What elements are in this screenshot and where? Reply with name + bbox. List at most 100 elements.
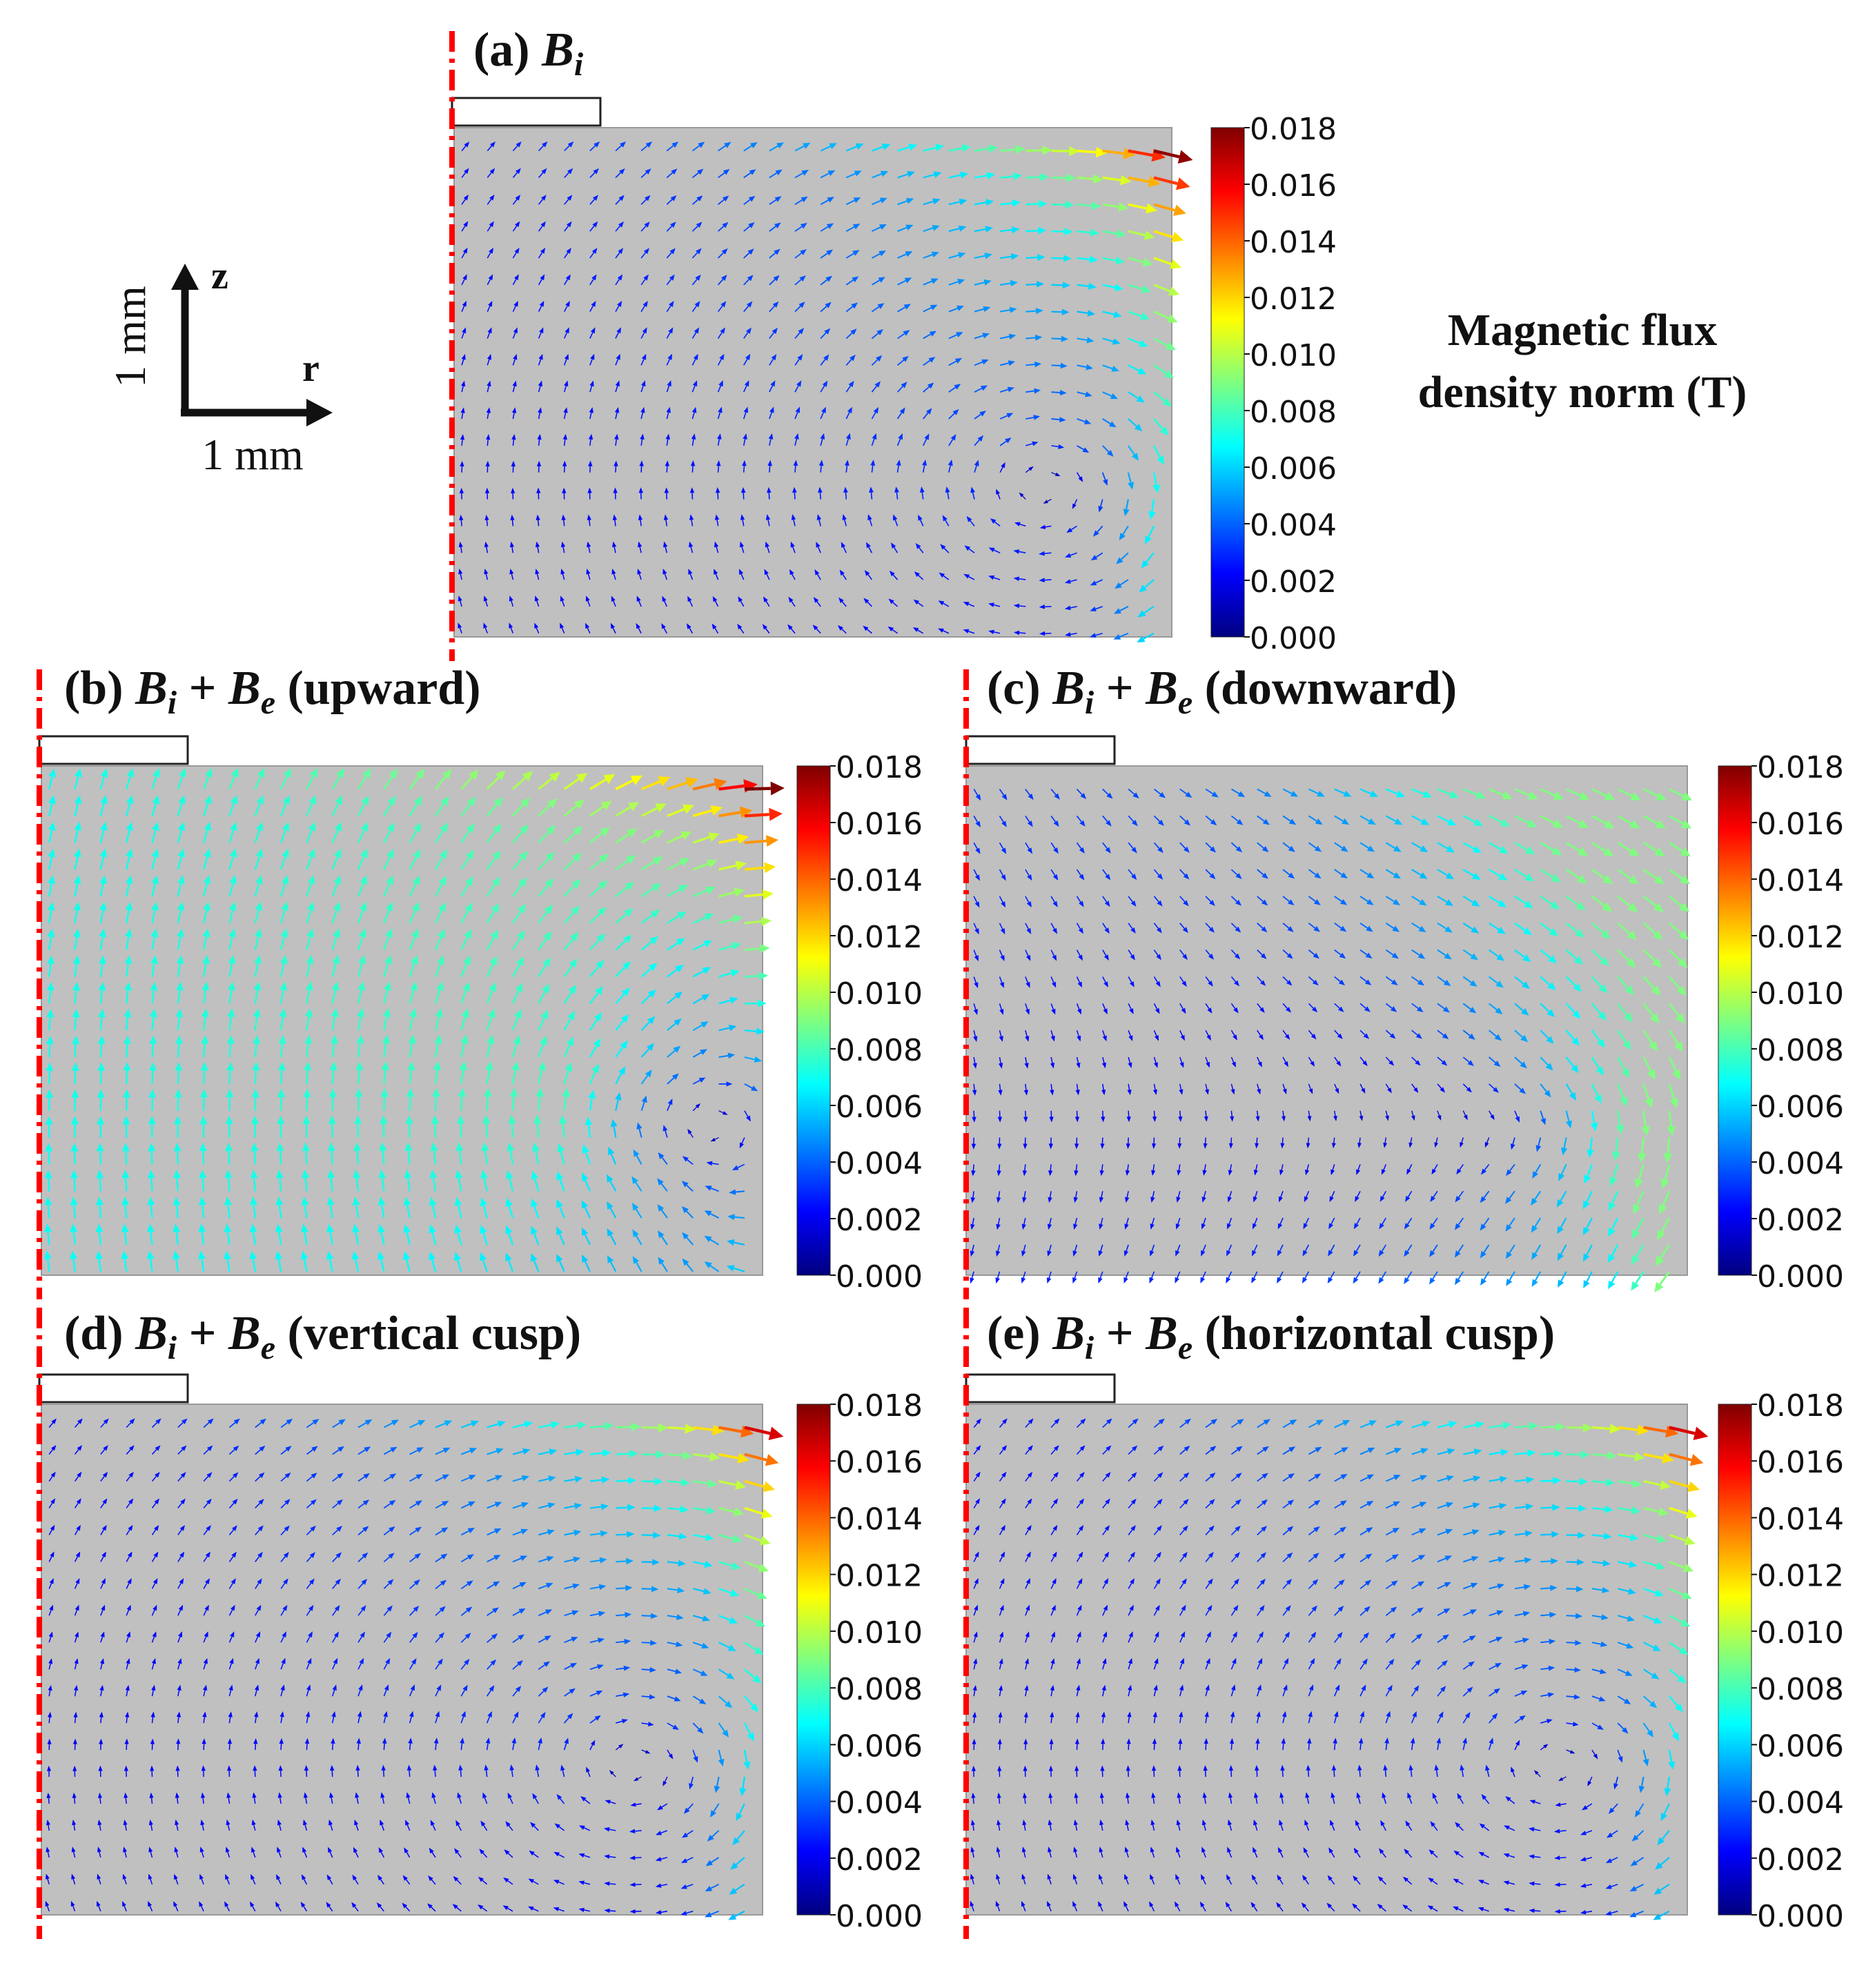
flux-arrow-57 xyxy=(74,1471,82,1482)
flux-arrow-172 xyxy=(564,300,570,313)
flux-arrow-307 xyxy=(1668,1056,1680,1081)
flux-arrow-22 xyxy=(615,775,643,791)
flux-arrow-211 xyxy=(435,1606,446,1616)
flux-arrow-229 xyxy=(177,1631,183,1643)
flux-arrow-356 xyxy=(562,1088,571,1111)
flux-arrow-103 xyxy=(538,1502,556,1509)
flux-arrow-91 xyxy=(1153,1498,1163,1509)
flux-arrow-259 xyxy=(227,1008,235,1031)
flux-arrow-112 xyxy=(48,875,55,897)
flux-arrow-281 xyxy=(72,1035,80,1058)
flux-arrow-15 xyxy=(434,769,452,790)
flux-arrow-206 xyxy=(1230,976,1240,987)
flux-arrow-201 xyxy=(1102,1604,1108,1616)
flux-arrow-249 xyxy=(1102,364,1119,372)
flux-arrow-479 xyxy=(1047,1244,1052,1257)
flux-arrow-73 xyxy=(1411,1475,1428,1482)
flux-arrow-398 xyxy=(612,514,618,526)
flux-arrow-23 xyxy=(1566,1423,1593,1433)
colorbar-tick-label: 0.012 xyxy=(836,920,923,955)
flux-arrow-318 xyxy=(1230,1083,1235,1095)
flux-arrow-155 xyxy=(1359,923,1373,932)
flux-arrow-117 xyxy=(177,875,185,897)
flux-arrow-341 xyxy=(1101,1110,1106,1123)
flux-arrow-500 xyxy=(1582,1244,1593,1262)
flux-arrow-340 xyxy=(1074,1110,1080,1123)
flux-arrow-128 xyxy=(1385,896,1401,906)
flux-arrow-179 xyxy=(1257,1578,1266,1589)
flux-arrow-116 xyxy=(151,1524,159,1535)
flux-arrow-305 xyxy=(1617,1056,1630,1079)
flux-arrow-4 xyxy=(151,768,160,789)
flux-arrow-413 xyxy=(1506,1163,1515,1177)
flux-arrow-345 xyxy=(279,1738,284,1751)
flux-arrow-209 xyxy=(383,1605,393,1616)
flux-arrow-115 xyxy=(125,875,133,897)
flux-arrow-308 xyxy=(460,434,465,446)
flux-arrow-125 xyxy=(383,1526,395,1536)
flux-arrow-308 xyxy=(46,1062,54,1084)
flux-arrow-34 xyxy=(615,168,625,179)
flux-arrow-164 xyxy=(1591,1559,1611,1567)
flux-arrow-272 xyxy=(1489,1662,1502,1670)
flux-arrow-526 xyxy=(604,1908,616,1913)
flux-arrow-126 xyxy=(820,249,834,259)
flux-arrow-276 xyxy=(1591,1030,1605,1048)
flux-arrow-246 xyxy=(615,987,630,1005)
flux-arrow-300 xyxy=(1489,1688,1500,1697)
flux-arrow-376 xyxy=(353,1115,362,1138)
flux-arrow-490 xyxy=(813,597,821,607)
flux-arrow-437 xyxy=(480,1170,489,1192)
flux-arrow-511 xyxy=(1149,1901,1155,1912)
flux-arrow-282 xyxy=(97,1035,106,1058)
flux-arrow-88 xyxy=(151,848,159,870)
flux-arrow-379 xyxy=(1357,1137,1362,1148)
flux-arrow-481 xyxy=(173,1223,181,1246)
flux-arrow-404 xyxy=(1279,1792,1284,1804)
flux-arrow-90 xyxy=(615,221,625,232)
flux-arrow-120 xyxy=(254,874,263,897)
flux-arrow-285 xyxy=(175,1035,183,1058)
flux-arrow-168 xyxy=(973,1577,979,1589)
flux-arrow-114 xyxy=(512,247,520,259)
flux-arrow-141 xyxy=(487,274,493,286)
flux-arrow-257 xyxy=(1102,1030,1107,1042)
flux-arrow-60 xyxy=(564,195,573,205)
flux-arrow-214 xyxy=(1437,1608,1451,1617)
flux-arrow-489 xyxy=(788,596,796,607)
flux-arrow-196 xyxy=(46,955,55,977)
flux-arrow-20 xyxy=(563,773,588,790)
flux-arrow-486 xyxy=(301,1874,308,1885)
flux-arrow-197 xyxy=(487,327,492,339)
flux-arrow-342 xyxy=(1126,1110,1131,1123)
flux-arrow-352 xyxy=(458,1088,467,1111)
flux-arrow-404 xyxy=(1279,1164,1284,1176)
flux-arrow-124 xyxy=(1282,896,1295,906)
flux-arrow-53 xyxy=(1102,175,1132,186)
flux-arrow-5 xyxy=(589,141,600,152)
colorbar-tick-label: 0.002 xyxy=(1250,564,1337,600)
flux-arrow-177 xyxy=(280,1578,288,1589)
flux-arrow-274 xyxy=(1540,1030,1554,1044)
flux-arrow-486 xyxy=(1226,1244,1233,1257)
flux-arrow-359 xyxy=(641,1749,651,1754)
flux-arrow-429 xyxy=(1201,1819,1206,1831)
flux-arrow-6 xyxy=(615,141,627,152)
flux-arrow-283 xyxy=(1050,1056,1055,1069)
flux-arrow-64 xyxy=(1179,842,1190,853)
flux-arrow-377 xyxy=(381,1764,386,1777)
flux-arrow-176 xyxy=(1179,949,1188,961)
flux-arrow-100 xyxy=(460,849,474,870)
flux-arrow-99 xyxy=(845,224,861,232)
flux-arrow-369 xyxy=(587,487,592,500)
flux-arrow-514 xyxy=(1225,1901,1233,1912)
flux-arrow-443 xyxy=(629,1829,642,1834)
flux-arrow-15 xyxy=(1359,1420,1377,1428)
colorbar-tick-label: 0.010 xyxy=(1757,976,1844,1012)
flux-arrow-334 xyxy=(1642,1722,1653,1738)
flux-arrow-262 xyxy=(304,1007,313,1031)
flux-arrow-81 xyxy=(1617,842,1640,857)
flux-arrow-34 xyxy=(203,1445,213,1455)
flux-arrow-13 xyxy=(1308,788,1325,797)
flux-arrow-323 xyxy=(433,1061,442,1085)
